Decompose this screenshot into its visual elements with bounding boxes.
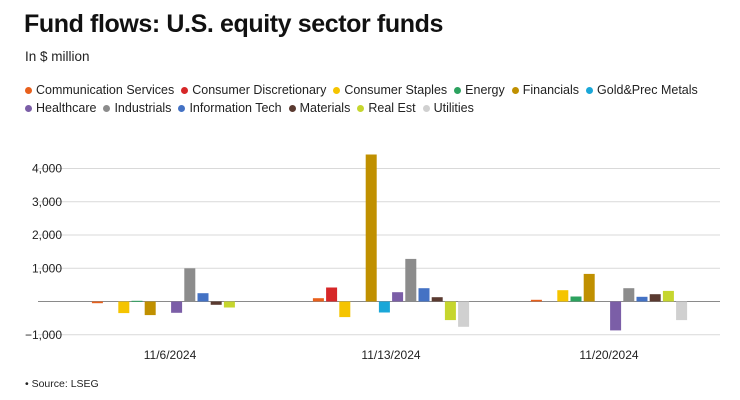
legend-swatch	[288, 104, 296, 112]
legend-label: Industrials	[114, 101, 172, 115]
legend-swatch	[586, 86, 594, 94]
bar-energy-11-20-2024	[570, 296, 582, 302]
legend-swatch	[333, 86, 341, 94]
legend-row: Communication Services Consumer Discretio…	[25, 81, 725, 99]
y-tick-label: −1,000	[25, 328, 62, 342]
x-tick-label: 11/13/2024	[361, 348, 420, 362]
bar-industrials-11-20-2024	[623, 288, 635, 302]
bar-healthcare-11-6-2024	[171, 301, 183, 313]
legend-row: Healthcare Industrials Information Tech Mat…	[25, 99, 725, 117]
legend-label: Consumer Discretionary	[192, 83, 327, 97]
bar-information-tech-11-20-2024	[636, 296, 648, 302]
legend-item-utilities: Utilities	[422, 101, 474, 115]
bar-consumer-staples-11-6-2024	[118, 301, 130, 314]
bar-materials-11-6-2024	[210, 301, 222, 305]
bar-healthcare-11-13-2024	[392, 292, 404, 302]
legend-item-healthcare: Healthcare	[25, 101, 96, 115]
bar-consumer-discretionary-11-13-2024	[326, 287, 338, 302]
bar-materials-11-13-2024	[431, 297, 443, 302]
legend-item-consumer-staples: Consumer Staples	[333, 83, 447, 97]
bar-industrials-11-13-2024	[405, 258, 417, 302]
legend-item-real-est: Real Est	[357, 101, 416, 115]
bar-communication-services-11-20-2024	[530, 299, 542, 302]
bar-information-tech-11-13-2024	[418, 288, 430, 302]
bar-gold-prec-metals-11-13-2024	[378, 301, 390, 313]
chart-subtitle: In $ million	[25, 49, 90, 64]
legend-item-energy: Energy	[454, 83, 505, 97]
legend-swatch	[422, 104, 430, 112]
legend-item-materials: Materials	[288, 101, 351, 115]
legend-swatch	[103, 104, 111, 112]
legend-swatch	[181, 86, 189, 94]
y-tick-label: 4,000	[32, 162, 62, 176]
legend-swatch	[357, 104, 365, 112]
bar-communication-services-11-6-2024	[91, 301, 103, 304]
legend-label: Information Tech	[189, 101, 282, 115]
legend-label: Gold&Prec Metals	[597, 83, 698, 97]
legend-label: Utilities	[433, 101, 474, 115]
legend-label: Financials	[522, 83, 580, 97]
bar-consumer-staples-11-20-2024	[557, 290, 569, 302]
legend-swatch	[178, 104, 186, 112]
bar-utilities-11-20-2024	[676, 301, 688, 321]
chart-title: Fund flows: U.S. equity sector funds	[24, 10, 443, 38]
bar-materials-11-20-2024	[649, 294, 661, 302]
legend-item-financials: Financials	[511, 83, 580, 97]
source-note: • Source: LSEG	[25, 378, 99, 390]
bar-information-tech-11-6-2024	[197, 293, 209, 302]
bar-energy-11-6-2024	[131, 300, 143, 302]
bar-consumer-staples-11-13-2024	[339, 301, 351, 318]
x-tick-label: 11/6/2024	[144, 348, 197, 362]
legend-swatch	[511, 86, 519, 94]
legend-item-consumer-discretionary: Consumer Discretionary	[181, 83, 326, 97]
y-tick-label: 1,000	[32, 261, 62, 275]
bar-financials-11-6-2024	[144, 301, 156, 316]
legend-swatch	[25, 104, 32, 112]
legend-label: Communication Services	[36, 83, 175, 97]
legend-item-information-tech: Information Tech	[178, 101, 282, 115]
bar-financials-11-13-2024	[365, 154, 377, 302]
bar-utilities-11-13-2024	[458, 301, 470, 327]
legend-label: Consumer Staples	[344, 83, 448, 97]
y-tick-label: 3,000	[32, 195, 62, 209]
legend: Communication Services Consumer Discretio…	[25, 81, 725, 117]
y-tick-label: 2,000	[32, 228, 62, 242]
bar-industrials-11-6-2024	[184, 268, 196, 302]
legend-label: Materials	[299, 101, 351, 115]
legend-label: Energy	[465, 83, 505, 97]
legend-item-communication-services: Communication Services	[25, 83, 174, 97]
legend-item-gold-prec-metals: Gold&Prec Metals	[586, 83, 698, 97]
legend-label: Healthcare	[36, 101, 97, 115]
bar-healthcare-11-20-2024	[610, 301, 622, 331]
legend-swatch	[25, 86, 32, 94]
legend-item-industrials: Industrials	[103, 101, 171, 115]
bar-financials-11-20-2024	[583, 273, 595, 302]
bar-communication-services-11-13-2024	[312, 298, 324, 302]
bar-real-est-11-6-2024	[223, 301, 235, 308]
bar-real-est-11-13-2024	[444, 301, 456, 321]
legend-swatch	[454, 86, 462, 94]
x-tick-label: 11/20/2024	[579, 348, 638, 362]
legend-label: Real Est	[368, 101, 416, 115]
bar-real-est-11-20-2024	[662, 290, 674, 302]
